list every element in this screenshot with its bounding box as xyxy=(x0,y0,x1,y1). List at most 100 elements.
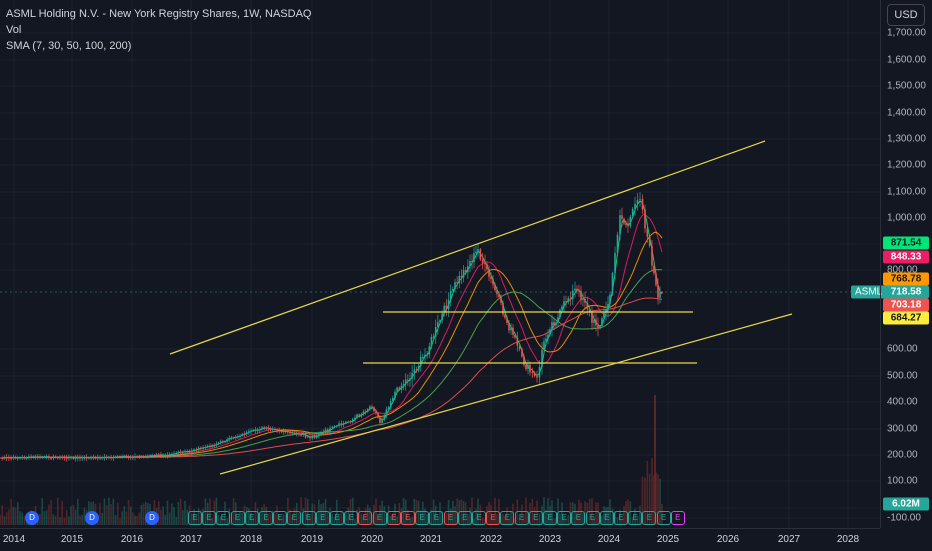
candle-body xyxy=(629,216,632,227)
candle-body xyxy=(123,455,126,457)
trendline-lower[interactable] xyxy=(219,313,793,475)
symbol-tag: ASML xyxy=(851,285,887,299)
trendline-upper[interactable] xyxy=(169,140,766,355)
earnings-marker[interactable]: E xyxy=(230,511,245,525)
candle-body xyxy=(68,457,70,459)
earnings-marker[interactable]: E xyxy=(372,511,387,525)
earnings-marker[interactable]: E xyxy=(585,511,600,525)
earnings-marker[interactable]: E xyxy=(670,511,685,525)
candle-body xyxy=(467,266,469,273)
earnings-marker[interactable]: E xyxy=(472,511,486,525)
earnings-marker[interactable]: E xyxy=(287,511,302,525)
earnings-marker[interactable]: E xyxy=(642,511,657,525)
earnings-marker[interactable]: E xyxy=(415,511,430,525)
earnings-marker[interactable]: E xyxy=(486,511,501,525)
volume-bar xyxy=(200,509,202,525)
candle-body xyxy=(387,407,390,410)
volume-bar xyxy=(252,517,254,525)
volume-bar xyxy=(434,505,437,525)
volume-bar xyxy=(61,500,64,525)
earnings-marker[interactable]: E xyxy=(315,511,330,525)
volume-bar xyxy=(245,507,248,525)
legend-title[interactable]: ASML Holding N.V. - New York Registry Sh… xyxy=(6,8,312,20)
volume-bar xyxy=(197,508,200,525)
candle-body xyxy=(441,313,443,321)
earnings-marker[interactable]: E xyxy=(528,511,543,525)
time-axis[interactable]: 2014 2015 2016 2017 2018 2019 2020 2021 2022 2023… xyxy=(0,528,880,551)
volume-bar xyxy=(267,513,270,525)
dividend-marker[interactable]: D xyxy=(85,511,99,525)
legend-sma[interactable]: SMA (7, 30, 50, 100, 200) xyxy=(6,40,132,52)
price-axis[interactable]: USD 1,700.00 1,600.00 1,500.00 1,400.00 1,30… xyxy=(880,0,932,528)
earnings-marker[interactable]: E xyxy=(259,511,273,525)
candle-body xyxy=(206,445,209,447)
volume-bar xyxy=(356,509,358,525)
earnings-marker[interactable]: E xyxy=(656,511,671,525)
candle-body xyxy=(639,198,641,200)
candle-body xyxy=(445,305,448,310)
earnings-marker[interactable]: E xyxy=(301,511,316,525)
volume-bar xyxy=(576,511,578,525)
earnings-marker[interactable]: E xyxy=(543,511,557,525)
price-tick: 1,100.00 xyxy=(887,186,926,198)
volume-bar xyxy=(188,505,191,525)
volume-bar xyxy=(12,506,15,525)
earnings-marker[interactable]: E xyxy=(557,511,572,525)
earnings-marker[interactable]: E xyxy=(244,511,259,525)
earnings-marker[interactable]: E xyxy=(344,511,359,525)
candle-body xyxy=(140,456,143,458)
earnings-marker[interactable]: E xyxy=(628,511,643,525)
legend-vol[interactable]: Vol xyxy=(6,24,22,36)
earnings-marker[interactable]: E xyxy=(457,511,472,525)
earnings-marker[interactable]: E xyxy=(358,511,373,525)
earnings-marker[interactable]: E xyxy=(429,511,444,525)
volume-bar xyxy=(381,500,383,525)
candle-body xyxy=(634,203,636,209)
earnings-marker[interactable]: E xyxy=(330,511,344,525)
volume-bar xyxy=(349,499,352,525)
volume-bar xyxy=(276,505,278,525)
currency-button[interactable]: USD xyxy=(887,4,925,26)
earnings-marker[interactable]: E xyxy=(599,511,614,525)
earnings-marker[interactable]: E xyxy=(216,511,231,525)
dividend-marker[interactable]: D xyxy=(145,511,159,525)
candle-body xyxy=(56,457,59,459)
earnings-marker[interactable]: E xyxy=(188,511,202,525)
candle-body xyxy=(644,209,646,229)
candle-body xyxy=(521,349,523,357)
volume-bar xyxy=(309,516,311,525)
candle-body xyxy=(394,391,396,398)
candle-body xyxy=(508,322,510,331)
earnings-marker[interactable]: E xyxy=(202,511,217,525)
price-label: 848.33 xyxy=(883,250,929,264)
candle-body xyxy=(157,454,160,456)
earnings-marker[interactable]: E xyxy=(500,511,515,525)
candle-body xyxy=(358,414,361,417)
candle-body xyxy=(402,384,405,386)
price-chart[interactable] xyxy=(0,0,880,528)
earnings-marker[interactable]: E xyxy=(386,511,401,525)
candle-body xyxy=(531,372,534,374)
earnings-marker[interactable]: E xyxy=(514,511,529,525)
price-tick: 800.00 xyxy=(887,264,918,276)
volume-bar xyxy=(593,516,595,525)
chart-area[interactable]: ASML Holding N.V. - New York Registry Sh… xyxy=(0,0,887,528)
dividend-marker[interactable]: D xyxy=(25,511,39,525)
volume-bar xyxy=(105,504,108,525)
candle-body xyxy=(324,429,327,432)
candle-body xyxy=(486,264,488,270)
volume-bar xyxy=(549,506,551,525)
earnings-marker[interactable]: E xyxy=(614,511,628,525)
volume-bar xyxy=(377,517,379,525)
volume-bar xyxy=(224,501,226,525)
candle-body xyxy=(318,434,320,436)
earnings-marker[interactable]: E xyxy=(571,511,586,525)
volume-bar xyxy=(634,508,636,525)
volume-bar xyxy=(211,518,213,525)
earnings-marker[interactable]: E xyxy=(273,511,288,525)
volume-bar xyxy=(580,502,582,525)
volume-bar xyxy=(83,507,86,525)
earnings-marker[interactable]: E xyxy=(401,511,415,525)
candle-body xyxy=(659,291,661,298)
earnings-marker[interactable]: E xyxy=(443,511,458,525)
